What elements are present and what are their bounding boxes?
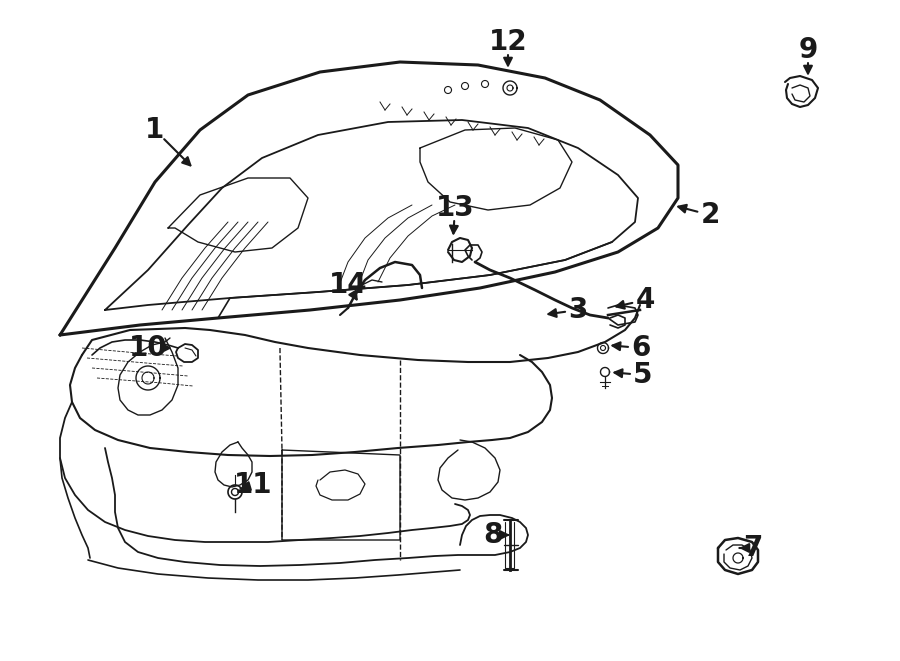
Text: 7: 7 bbox=[743, 534, 762, 562]
Text: 9: 9 bbox=[798, 36, 817, 64]
Text: 2: 2 bbox=[700, 201, 720, 229]
Text: 8: 8 bbox=[483, 521, 503, 549]
Text: 14: 14 bbox=[328, 271, 367, 299]
Text: 5: 5 bbox=[634, 361, 652, 389]
Text: 6: 6 bbox=[631, 334, 651, 362]
Text: 1: 1 bbox=[146, 116, 165, 144]
Text: 4: 4 bbox=[635, 286, 654, 314]
Text: 12: 12 bbox=[489, 28, 527, 56]
Text: 3: 3 bbox=[568, 296, 588, 324]
Text: 10: 10 bbox=[129, 334, 167, 362]
Text: 11: 11 bbox=[234, 471, 272, 499]
Text: 13: 13 bbox=[436, 194, 474, 222]
